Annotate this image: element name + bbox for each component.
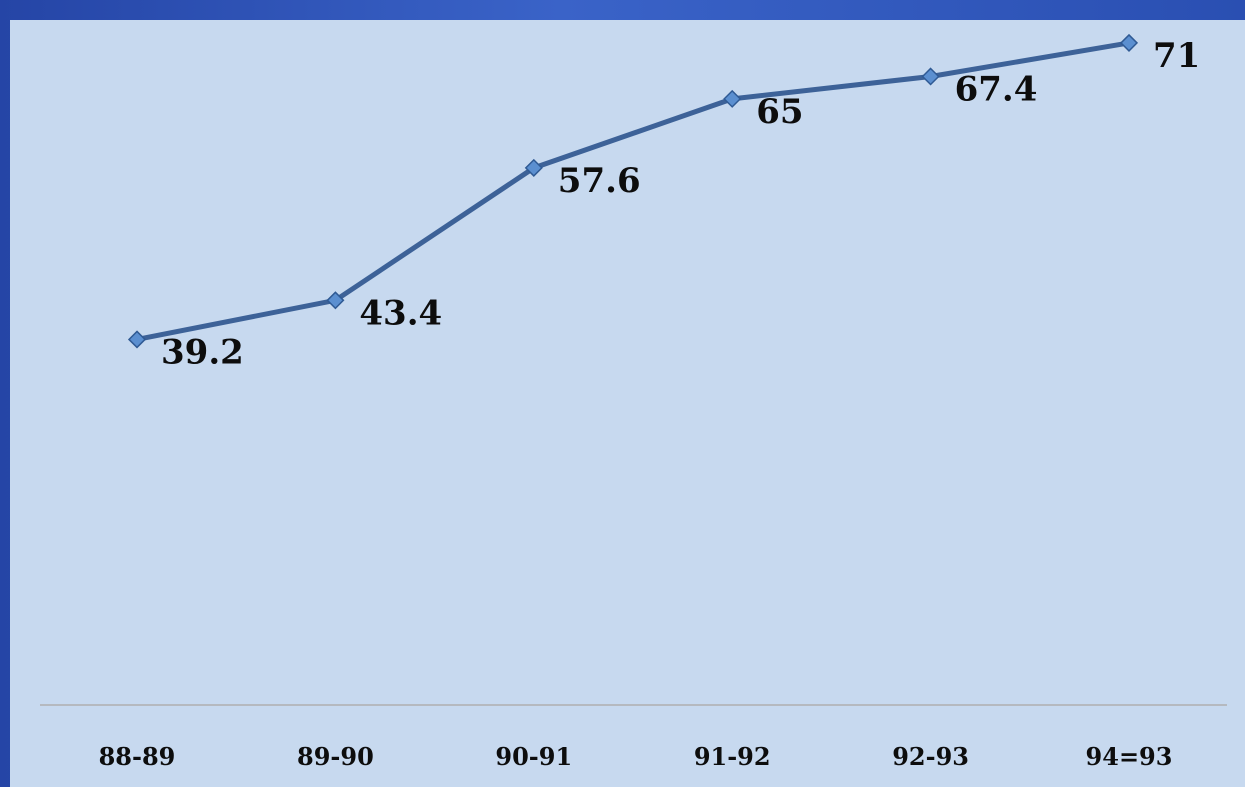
x-tick-label: 92-93 <box>892 742 969 771</box>
data-point-marker <box>723 89 742 108</box>
data-label: 39.2 <box>161 332 244 372</box>
x-tick-label: 94=93 <box>1086 742 1173 771</box>
data-point-marker <box>921 67 940 86</box>
x-tick-label: 88-89 <box>99 742 176 771</box>
x-tick-label: 89-90 <box>297 742 374 771</box>
series-line <box>136 40 1130 342</box>
x-tick-label: 91-92 <box>694 742 771 771</box>
data-point-marker <box>127 330 147 349</box>
data-point-marker <box>524 158 543 177</box>
data-point-marker <box>1119 33 1139 52</box>
plot-area <box>10 20 1245 787</box>
data-label: 57.6 <box>558 161 641 201</box>
x-tick-labels: 88-89 89-90 90-91 91-92 92-93 94=93 <box>99 742 1173 771</box>
data-label: 71 <box>1153 36 1200 76</box>
data-markers <box>127 33 1139 349</box>
x-tick-label: 90-91 <box>495 742 572 771</box>
data-point-marker <box>326 291 345 310</box>
data-label: 67.4 <box>955 69 1038 109</box>
data-label: 65 <box>756 92 803 132</box>
data-label: 43.4 <box>359 293 442 333</box>
data-labels: 39.2 43.4 57.6 65 67.4 71 <box>161 36 1200 373</box>
